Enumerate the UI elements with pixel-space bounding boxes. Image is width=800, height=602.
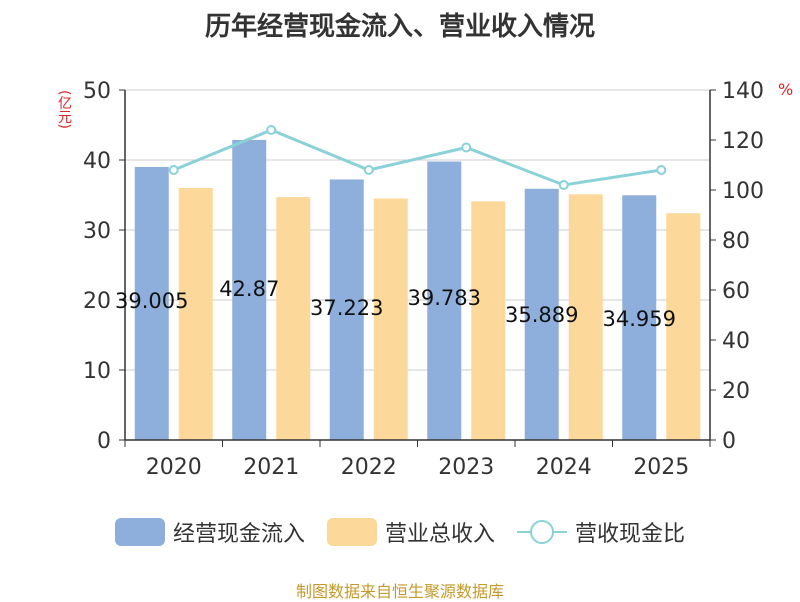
right-axis-unit: % — [778, 80, 794, 99]
legend-label-ratio: 营收现金比 — [575, 522, 686, 547]
y2-tick-label: 40 — [722, 329, 750, 354]
data-label-cash-inflow: 34.959 — [603, 307, 676, 331]
y-tick-label: 50 — [83, 79, 111, 104]
x-tick-label: 2020 — [146, 455, 202, 480]
legend-swatch-revenue — [326, 518, 377, 546]
y2-tick-label: 0 — [722, 429, 736, 454]
y-tick-label: 20 — [83, 289, 111, 314]
legend-label-revenue: 营业总收入 — [384, 522, 495, 547]
y2-tick-label: 120 — [722, 129, 764, 154]
bar-revenue — [276, 197, 311, 440]
x-tick-label: 2025 — [633, 455, 689, 480]
bar-revenue — [471, 201, 506, 440]
bar-revenue — [666, 213, 701, 440]
x-tick-label: 2024 — [536, 455, 592, 480]
y2-tick-label: 20 — [722, 379, 750, 404]
ratio-point — [461, 142, 472, 153]
y2-tick-label: 140 — [722, 79, 764, 104]
bar-revenue — [568, 194, 603, 440]
ratio-point — [363, 165, 374, 175]
data-label-cash-inflow: 42.87 — [219, 277, 279, 301]
y2-tick-label: 80 — [722, 229, 750, 254]
x-tick-label: 2023 — [438, 455, 494, 480]
x-tick-label: 2021 — [243, 455, 299, 480]
data-source-note: 制图数据来自恒生聚源数据库 — [295, 582, 504, 601]
bar-cash-inflow — [524, 188, 559, 440]
ratio-point — [656, 165, 667, 175]
ratio-point — [266, 125, 277, 135]
data-label-cash-inflow: 35.889 — [505, 303, 578, 327]
ratio-point — [558, 180, 569, 190]
y-tick-label: 10 — [83, 359, 111, 384]
chart-title: 历年经营现金流入、营业收入情况 — [204, 12, 595, 42]
legend-item-revenue[interactable]: 营业总收入 — [326, 516, 495, 548]
y-tick-label: 0 — [97, 429, 111, 454]
bar-cash-inflow — [427, 161, 462, 441]
bar-cash-inflow — [232, 139, 267, 440]
bar-cash-inflow — [134, 166, 169, 440]
bar-cash-inflow — [329, 179, 364, 440]
bar-cash-inflow — [622, 195, 657, 440]
legend-item-ratio[interactable]: 营收现金比 — [517, 516, 685, 548]
data-label-cash-inflow: 39.005 — [115, 289, 188, 313]
x-tick-label: 2022 — [341, 455, 397, 480]
y2-tick-label: 100 — [722, 179, 764, 204]
y-tick-label: 30 — [83, 219, 111, 244]
data-label-cash-inflow: 37.223 — [310, 296, 383, 320]
legend-item-cash-inflow[interactable]: 经营现金流入 — [114, 516, 305, 548]
left-axis-unit: (亿元) — [56, 90, 72, 129]
legend-label-cash-inflow: 经营现金流入 — [172, 522, 305, 547]
ratio-point — [168, 165, 179, 175]
bar-revenue — [178, 188, 213, 440]
ratio-line — [173, 128, 662, 187]
legend-swatch-cash-inflow — [114, 518, 165, 546]
legend-swatch-ratio — [517, 518, 567, 546]
y2-tick-label: 60 — [722, 279, 750, 304]
legend: 经营现金流入 营业总收入 营收现金比 — [0, 516, 800, 548]
data-label-cash-inflow: 39.783 — [408, 286, 481, 310]
bar-revenue — [373, 198, 408, 440]
y-tick-label: 40 — [83, 149, 111, 174]
